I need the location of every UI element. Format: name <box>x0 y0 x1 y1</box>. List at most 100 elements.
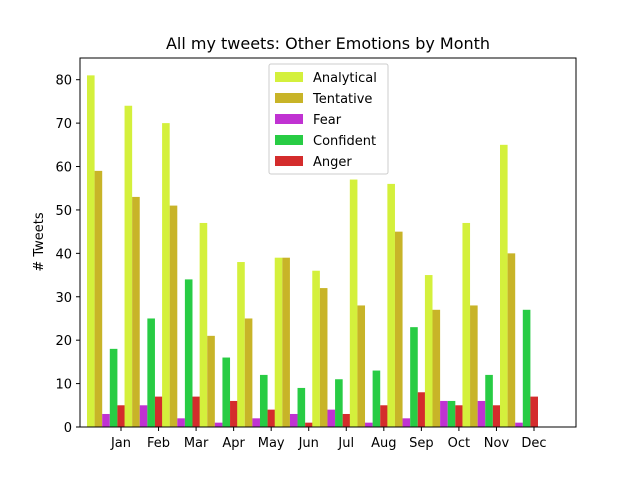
bar-fear-nov <box>477 400 486 427</box>
legend-swatch-tentative <box>275 93 303 103</box>
bar-fear-feb <box>139 405 148 427</box>
ticks-group: 0 10 20 30 40 50 60 70 80 Jan Feb Mar Apr May Jun Jul Au… <box>55 74 546 451</box>
bar-fear-jun <box>289 413 298 427</box>
bar-anger-jan <box>117 405 125 427</box>
bar-anger-oct <box>455 405 463 427</box>
axes-group <box>79 57 577 428</box>
bar-tentative-sep <box>394 231 403 427</box>
y-tick-label: 20 <box>55 334 72 349</box>
y-tick-label: 60 <box>55 161 72 176</box>
bar-tentative-mar <box>169 205 178 427</box>
bar-tentative-jun <box>282 257 290 427</box>
bar-tentative-may <box>244 318 253 427</box>
x-tick-label: Aug <box>371 436 396 451</box>
bar-confident-may <box>259 374 268 427</box>
legend-swatch-confident <box>275 135 303 145</box>
legend-label-confident: Confident <box>313 134 376 149</box>
bar-tentative-jan <box>94 170 103 427</box>
bar-anger-may <box>267 409 276 427</box>
legend: Analytical Tentative Fear Confident Anger <box>268 63 389 175</box>
bar-fear-sep <box>402 418 411 427</box>
bar-anger-jun <box>305 422 313 427</box>
legend-swatch-fear <box>275 114 303 124</box>
bar-tentative-feb <box>132 196 140 427</box>
bar-fear-dec <box>515 422 523 427</box>
bar-tentative-jul <box>319 288 328 427</box>
bar-confident-jul <box>335 379 343 427</box>
x-tick-label: Feb <box>147 436 170 451</box>
y-tick-label: 40 <box>55 247 72 262</box>
plot-frame <box>79 57 577 428</box>
bar-anger-feb <box>154 396 163 427</box>
x-tick-label: Jun <box>298 436 319 451</box>
y-tick-label: 70 <box>55 117 72 132</box>
bar-fear-apr <box>214 422 223 427</box>
legend-label-tentative: Tentative <box>312 92 372 107</box>
y-axis-label: # Tweets <box>32 212 47 272</box>
bar-confident-sep <box>410 327 418 427</box>
bar-fear-jul <box>327 409 336 427</box>
bar-analytical-aug <box>349 179 358 427</box>
bar-fear-aug <box>365 422 373 427</box>
bars-group <box>87 75 538 428</box>
bar-analytical-jan <box>87 75 95 428</box>
bar-tentative-oct <box>432 309 441 427</box>
legend-box <box>268 63 389 175</box>
chart-title: All my tweets: Other Emotions by Month <box>166 34 490 53</box>
legend-label-anger: Anger <box>313 155 352 170</box>
bar-confident-jan <box>109 348 118 427</box>
bar-anger-nov <box>492 405 501 427</box>
x-tick-label: Dec <box>521 436 546 451</box>
legend-label-analytical: Analytical <box>313 71 377 86</box>
bar-tentative-aug <box>357 305 366 427</box>
y-tick-label: 10 <box>55 378 72 393</box>
x-tick-label: Mar <box>184 436 209 451</box>
y-tick-label: 80 <box>55 74 72 89</box>
bar-analytical-mar <box>162 123 170 428</box>
x-tick-label: Nov <box>484 436 510 451</box>
y-tick-label: 0 <box>64 421 72 436</box>
y-tick-label: 50 <box>55 204 72 219</box>
bar-confident-oct <box>447 400 456 427</box>
x-tick-label: Apr <box>222 436 245 451</box>
bar-anger-jul <box>342 413 351 427</box>
bar-anger-dec <box>530 396 538 427</box>
bar-fear-oct <box>440 400 448 427</box>
x-tick-label: Jul <box>337 436 354 451</box>
bar-analytical-jun <box>274 257 283 427</box>
bar-tentative-dec <box>507 253 516 427</box>
bar-anger-mar <box>192 396 201 427</box>
bar-tentative-nov <box>470 305 478 427</box>
bar-confident-mar <box>184 279 193 427</box>
legend-swatch-analytical <box>275 72 303 82</box>
legend-label-fear: Fear <box>313 113 342 128</box>
y-tick-label: 30 <box>55 291 72 306</box>
bar-analytical-oct <box>424 275 433 427</box>
bar-fear-jan <box>102 413 110 427</box>
bar-fear-may <box>252 418 260 427</box>
bar-analytical-nov <box>462 222 471 427</box>
bar-anger-sep <box>417 392 426 427</box>
legend-swatch-anger <box>275 156 303 166</box>
bar-confident-dec <box>522 309 531 427</box>
bar-anger-aug <box>380 405 388 427</box>
bar-anger-apr <box>230 400 238 427</box>
bar-confident-aug <box>372 370 381 427</box>
bar-confident-feb <box>147 318 155 427</box>
bar-analytical-apr <box>199 222 208 427</box>
bar-analytical-may <box>237 262 245 427</box>
bar-analytical-dec <box>500 144 508 427</box>
bar-tentative-apr <box>207 335 215 427</box>
bar-analytical-sep <box>387 183 395 427</box>
bar-confident-apr <box>222 357 231 427</box>
bar-confident-nov <box>485 374 493 427</box>
bar-confident-jun <box>297 387 306 427</box>
bar-analytical-feb <box>124 105 133 427</box>
bar-fear-mar <box>177 418 185 427</box>
x-tick-label: Jan <box>110 436 131 451</box>
x-tick-label: Oct <box>448 436 470 451</box>
x-tick-label: Sep <box>409 436 434 451</box>
x-tick-label: May <box>258 436 285 451</box>
bar-analytical-jul <box>312 270 320 427</box>
